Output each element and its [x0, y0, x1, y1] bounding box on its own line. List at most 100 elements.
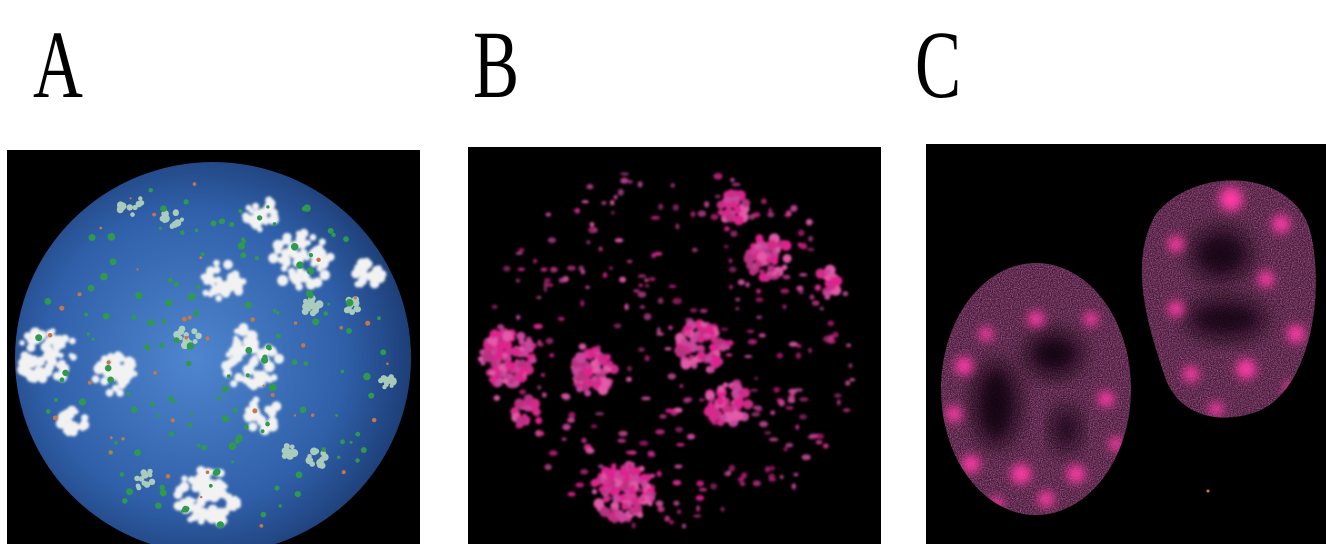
magenta-focus: [609, 266, 613, 270]
orange-dot: [121, 437, 125, 441]
magenta-focus: [748, 214, 755, 220]
green-dot: [274, 485, 280, 491]
green-dot: [119, 472, 125, 477]
magenta-focus: [728, 266, 737, 273]
green-dot: [335, 413, 339, 417]
nuclear-focus: [1098, 391, 1114, 407]
magenta-focus: [842, 291, 849, 297]
green-dot: [331, 232, 336, 238]
magenta-focus: [725, 353, 733, 357]
cluster-dot: [68, 352, 74, 359]
green-dot: [194, 228, 199, 233]
magenta-focus: [524, 365, 534, 375]
magenta-focus: [767, 265, 775, 273]
cluster-dot: [367, 270, 377, 280]
magenta-focus: [685, 397, 693, 402]
magenta-focus: [643, 313, 652, 321]
magenta-focus: [637, 291, 647, 298]
magenta-focus: [645, 483, 652, 489]
magenta-focus: [614, 238, 624, 243]
magenta-focus: [518, 247, 525, 252]
orange-dot: [293, 321, 298, 325]
cluster-dot: [252, 202, 260, 210]
magenta-focus: [689, 359, 696, 366]
magenta-focus: [581, 384, 589, 392]
pale-dot: [130, 212, 135, 217]
magenta-focus: [693, 514, 702, 518]
magenta-focus: [686, 433, 696, 440]
magenta-focus: [613, 323, 622, 329]
magenta-focus: [708, 366, 715, 374]
green-dot: [173, 281, 179, 287]
panel-c-image: [926, 144, 1326, 544]
magenta-focus: [756, 288, 761, 294]
pale-dot: [290, 449, 299, 457]
magenta-focus: [592, 380, 601, 389]
magenta-focus: [775, 246, 781, 253]
cluster-dot: [118, 381, 126, 389]
magenta-focus: [672, 479, 682, 486]
green-dot: [78, 398, 86, 406]
magenta-focus: [597, 356, 603, 363]
magenta-focus: [766, 239, 777, 250]
cluster-dot: [23, 361, 31, 370]
magenta-focus: [667, 373, 676, 380]
cluster-dot: [203, 277, 211, 285]
magenta-focus: [576, 207, 580, 214]
green-dot: [337, 455, 341, 459]
nucleus-left: [941, 263, 1131, 515]
cluster-dot: [192, 503, 202, 513]
cluster-dot: [202, 289, 209, 297]
cluster-dot: [197, 511, 208, 521]
green-dot: [135, 291, 143, 300]
magenta-focus: [598, 464, 604, 469]
cluster-dot: [351, 269, 361, 279]
pale-dot: [312, 302, 321, 311]
green-dot: [245, 346, 253, 354]
magenta-focus: [549, 353, 555, 358]
nuclear-focus: [955, 357, 973, 375]
cluster-dot: [131, 371, 138, 377]
pale-dot: [382, 384, 387, 390]
orange-dot: [365, 320, 371, 326]
magenta-focus: [621, 503, 629, 511]
pale-dot: [304, 304, 312, 312]
magenta-focus: [630, 472, 637, 476]
green-dot: [134, 449, 141, 456]
green-dot: [377, 316, 381, 321]
orange-dot: [106, 360, 111, 365]
magenta-focus: [633, 289, 640, 293]
magenta-focus: [540, 373, 546, 377]
nuclear-focus: [979, 327, 993, 341]
magenta-focus: [768, 478, 777, 482]
magenta-focus: [505, 347, 511, 354]
green-dot: [340, 439, 345, 445]
magenta-focus: [756, 315, 762, 320]
cluster-dot: [100, 377, 109, 386]
cluster-dot: [22, 353, 30, 361]
orange-dot: [252, 408, 258, 414]
pale-dot: [178, 325, 186, 332]
cluster-dot: [56, 335, 63, 342]
magenta-focus: [507, 373, 513, 380]
magenta-focus: [574, 352, 586, 363]
magenta-focus: [773, 387, 781, 393]
nuclear-focus: [1109, 437, 1123, 451]
green-dot: [368, 392, 375, 399]
magenta-focus: [785, 406, 794, 410]
pale-dot: [319, 456, 325, 463]
green-dot: [126, 488, 134, 496]
magenta-focus: [601, 201, 607, 205]
cluster-dot: [306, 277, 314, 286]
green-dot: [208, 483, 213, 488]
magenta-focus: [785, 443, 794, 448]
green-dot: [87, 284, 95, 292]
cluster-dot: [113, 353, 122, 362]
magenta-focus: [504, 356, 510, 362]
magenta-focus: [585, 285, 590, 289]
magenta-focus: [562, 393, 571, 401]
magenta-focus: [668, 284, 677, 288]
magenta-focus: [568, 411, 576, 419]
cluster-dot: [249, 380, 259, 391]
magenta-focus: [609, 200, 615, 206]
